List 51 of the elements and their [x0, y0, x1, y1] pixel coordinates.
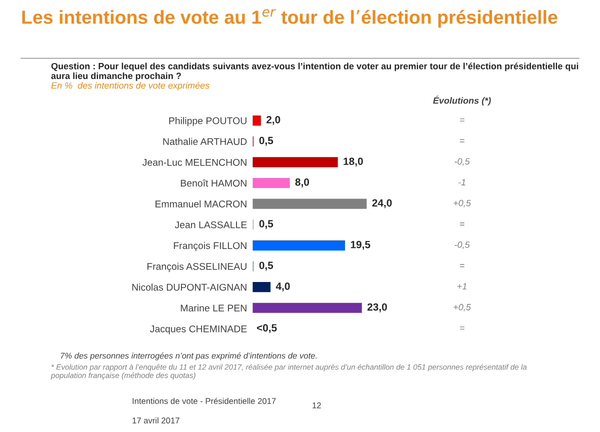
data-label: 2,0 — [266, 116, 280, 125]
text: = — [460, 118, 464, 122]
text: <0,5 — [256, 324, 277, 334]
y-tick-label: Jacques CHEMINADE — [150, 325, 247, 334]
text: 12 — [312, 402, 321, 408]
text: En % des intentions de vote exprimées — [51, 82, 210, 90]
y-tick-label: Benoît HAMON — [180, 179, 246, 187]
y-tick-label: Jean-Luc MELENCHON — [142, 158, 246, 166]
data-label: 23,0 — [367, 303, 387, 312]
bar — [252, 280, 272, 294]
text: +0,5 — [454, 304, 471, 312]
data-label: 18,0 — [344, 158, 363, 167]
text: 7% des personnes interrogées n’ont pas exprimé d’intentions de vote. — [60, 352, 317, 360]
chart-subtitle: Question : Pour lequel des candidats suivants avez-vous l’intention de voter au premier tour de l’élection présidentielle qui aura lieu dimanche prochain ? — [51, 62, 578, 81]
bar — [252, 176, 292, 190]
bar — [252, 218, 256, 232]
bar — [252, 134, 256, 148]
text: Évolutions (*) — [433, 96, 491, 106]
y-tick-label: Jean LASSALLE — [174, 221, 247, 228]
y-tick-label: Emmanuel MACRON — [156, 200, 246, 208]
y-tick-label: François ASSELINEAU — [147, 262, 246, 272]
data-label: 0,5 — [259, 136, 274, 146]
text: = — [460, 139, 464, 142]
y-tick-label: Philippe POUTOU — [169, 117, 246, 126]
text: 17 avril 2017 — [132, 417, 180, 424]
text: -1 — [458, 179, 466, 186]
y-tick-label: Nathalie ARTHAUD — [163, 138, 247, 145]
y-tick-label: François FILLON — [174, 242, 246, 252]
chart-title: Les intentions de vote au 1$^{er}$ tour de l’élection présidentielle — [22, 9, 558, 28]
data-label: 0,5 — [259, 262, 274, 271]
data-label: 0,5 — [259, 220, 274, 229]
bar — [252, 239, 346, 252]
text: +1 — [457, 283, 466, 290]
text: = — [460, 222, 464, 226]
data-label: 4,0 — [276, 282, 290, 292]
text: -0,5 — [454, 158, 470, 166]
text: Intentions de vote - Présidentielle 2017 — [132, 398, 276, 404]
bar — [252, 301, 364, 314]
bar — [252, 114, 262, 127]
bar — [252, 197, 368, 210]
y-tick-label: Marine LE PEN — [180, 304, 246, 312]
data-label: 8,0 — [295, 178, 310, 188]
data-label: 19,5 — [350, 240, 370, 250]
text: = — [460, 264, 464, 268]
text: +0,5 — [454, 200, 471, 208]
text: = — [460, 326, 464, 330]
data-label: 24,0 — [372, 199, 392, 208]
text: -0,5 — [454, 241, 470, 249]
bar — [252, 156, 340, 169]
y-tick-label: Nicolas DUPONT-AIGNAN — [132, 284, 246, 291]
bar — [252, 260, 256, 273]
